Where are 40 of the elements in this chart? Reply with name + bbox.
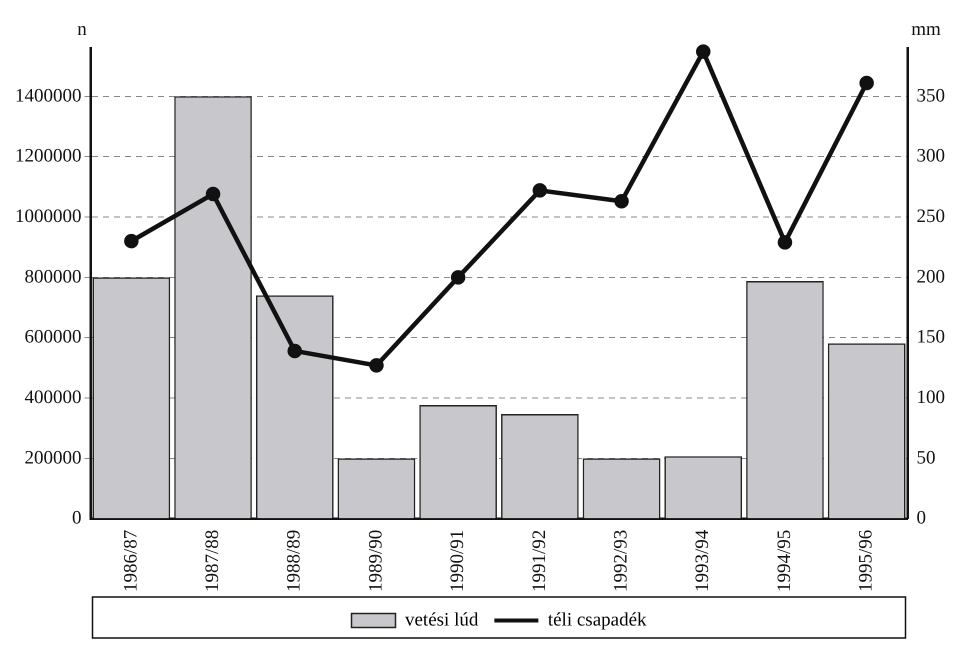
point (532, 183, 548, 198)
y-tick-label: 200000 (24, 447, 82, 468)
x-tick-label: 1986/87 (120, 530, 142, 592)
y2-tick-label: 150 (916, 326, 945, 348)
x-tick-label: 1988/89 (284, 530, 305, 592)
y2-tick-label: 0 (916, 508, 926, 529)
point (696, 44, 710, 59)
legend-label: téli csapadék (548, 609, 647, 630)
y2-tick-label: 100 (916, 387, 945, 408)
x-tick-label: 1991/92 (528, 530, 550, 592)
y-tick-label: 0 (72, 508, 82, 529)
y2-tick-label: 300 (916, 146, 945, 167)
point (288, 344, 302, 358)
y2-tick-label: 200 (916, 266, 945, 288)
point (778, 235, 792, 250)
x-tick-label: 1993/94 (692, 529, 714, 592)
y-tick-label: 1400000 (15, 85, 82, 106)
point (859, 76, 874, 90)
point (369, 358, 384, 373)
x-tick-label: 1992/93 (610, 530, 632, 592)
y-axis-title: n (77, 18, 88, 40)
point (450, 270, 466, 285)
x-tick-label: 1990/91 (447, 530, 468, 592)
y-tick-label: 1000000 (15, 206, 82, 227)
legend-label: vetési lúd (405, 609, 479, 630)
x-tick-label: 1989/90 (365, 530, 386, 592)
y-tick-label: 400000 (24, 387, 82, 408)
y-tick-label: 1200000 (15, 146, 82, 167)
point (206, 186, 220, 202)
y2-tick-label: 250 (916, 206, 945, 227)
y2-tick-label: 50 (916, 447, 936, 468)
x-tick-label: 1994/95 (774, 530, 795, 592)
x-tick-label: 1987/88 (202, 530, 224, 592)
y-tick-label: 800000 (24, 266, 82, 288)
point (614, 194, 629, 209)
x-tick-label: 1995/96 (856, 530, 877, 592)
y-tick-label: 600000 (24, 326, 82, 348)
point (124, 234, 139, 248)
y2-tick-label: 350 (916, 85, 945, 106)
y2-axis-title: mm (911, 18, 941, 40)
